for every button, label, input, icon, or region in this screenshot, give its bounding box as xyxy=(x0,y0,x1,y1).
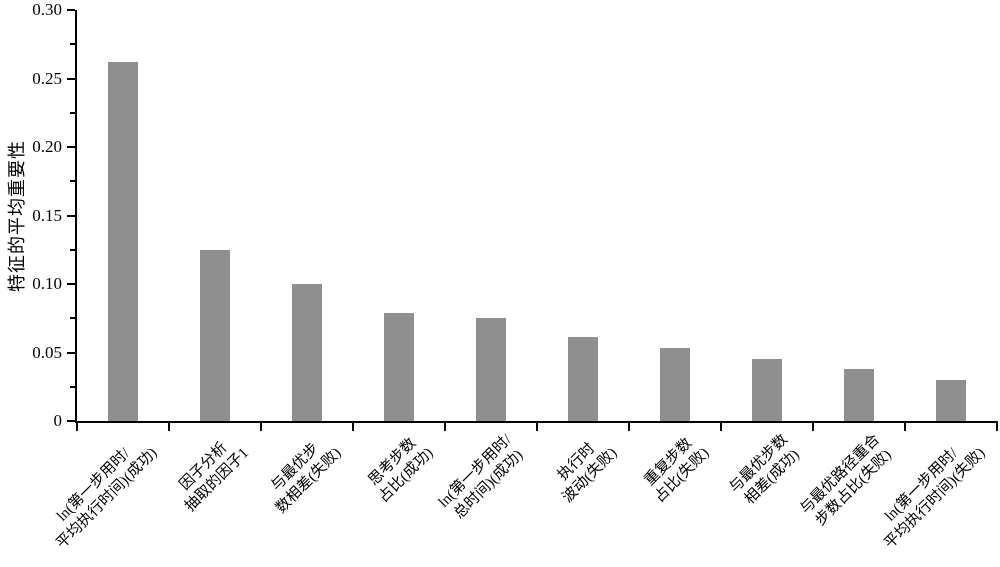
x-tick xyxy=(168,423,170,431)
y-tick-label: 0.15 xyxy=(32,205,62,225)
bar xyxy=(568,337,598,421)
bar xyxy=(384,312,414,421)
x-tick xyxy=(260,423,262,431)
bar xyxy=(292,284,322,421)
x-category-label: 重复步数 占比(失败) xyxy=(638,431,714,507)
y-tick-minor xyxy=(70,180,75,183)
x-category-label: 思考步数 占比(成功) xyxy=(362,431,438,507)
x-axis-line xyxy=(75,421,998,423)
y-tick-major xyxy=(67,146,75,148)
x-tick xyxy=(76,423,78,431)
x-category-label: 因子分析 抽取的因子1 xyxy=(169,431,254,516)
y-tick-major xyxy=(67,214,75,217)
x-tick xyxy=(444,423,446,431)
bar xyxy=(108,62,138,421)
y-tick-major xyxy=(67,420,75,422)
bar xyxy=(936,379,966,421)
y-tick-minor xyxy=(70,43,75,46)
y-tick-label: 0.10 xyxy=(32,274,62,293)
bar xyxy=(752,359,782,421)
x-category-label: 与最优步 数相差(失败) xyxy=(259,431,346,518)
bar xyxy=(844,368,874,421)
y-tick-label: 0 xyxy=(53,411,63,430)
y-tick-major xyxy=(67,9,75,11)
y-tick-major xyxy=(67,283,75,285)
x-tick xyxy=(904,423,906,431)
y-tick-label: 0.25 xyxy=(32,68,62,88)
x-category-label: 与最优步数 相差(成功) xyxy=(726,431,806,511)
x-category-label: ln(第一步用时/平均执行时间)(成功) xyxy=(40,431,162,553)
y-tick-label: 0.30 xyxy=(32,0,62,19)
x-category-label: 执行时 波动(失败) xyxy=(546,431,622,507)
bar xyxy=(476,318,506,421)
x-tick xyxy=(352,423,354,431)
y-axis-line xyxy=(75,10,77,423)
y-tick-major xyxy=(67,77,75,80)
bar xyxy=(200,249,230,421)
x-tick xyxy=(996,423,998,431)
y-tick-minor xyxy=(70,317,75,320)
bar xyxy=(660,348,690,421)
y-tick-major xyxy=(67,351,75,354)
x-tick xyxy=(536,423,538,431)
y-tick-minor xyxy=(70,385,75,388)
x-category-label: ln(第一步用时/总时间)(成功) xyxy=(435,431,530,526)
x-tick xyxy=(720,423,722,431)
y-tick-minor xyxy=(70,111,75,114)
y-tick-minor xyxy=(70,248,75,251)
y-tick-label: 0.20 xyxy=(32,137,62,156)
x-tick xyxy=(628,423,630,431)
x-tick xyxy=(812,423,814,431)
y-tick-label: 0.05 xyxy=(32,342,62,362)
